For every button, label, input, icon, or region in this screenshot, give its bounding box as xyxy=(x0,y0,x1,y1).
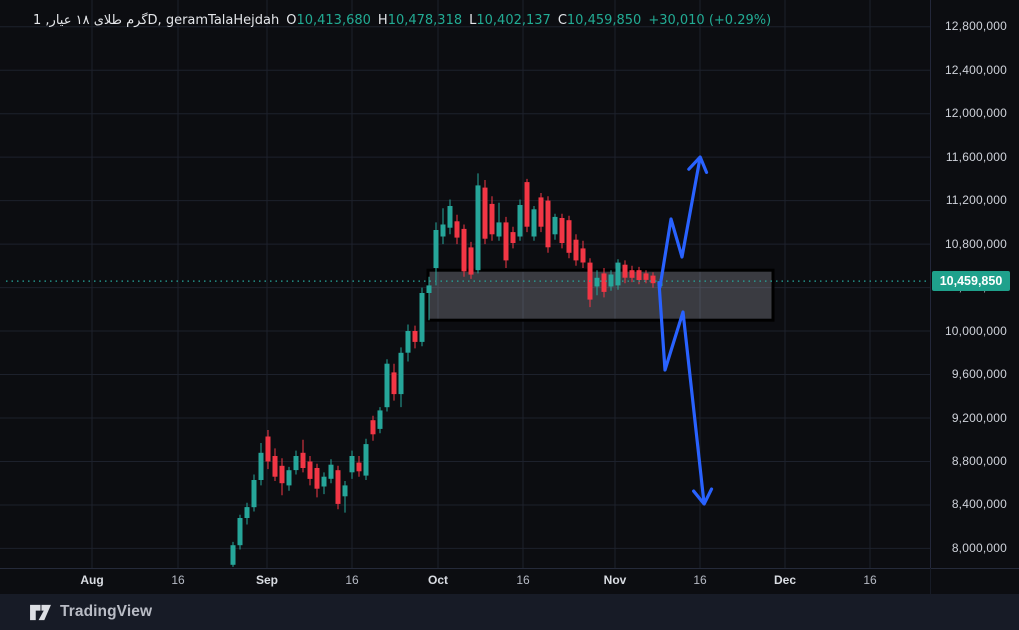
price-axis-label: 9,600,000 xyxy=(951,367,1007,382)
last-price-label: 10,459,850 xyxy=(932,271,1010,292)
axis-corner xyxy=(931,568,1019,594)
change-value: +30,010 (+0.29%) xyxy=(648,13,772,28)
close-value: C10,459,850 xyxy=(557,13,642,28)
open-value: O10,413,680 xyxy=(286,13,371,28)
price-axis-label: 8,800,000 xyxy=(951,453,1007,468)
time-axis-label: 16 xyxy=(345,573,359,587)
time-axis-label: 16 xyxy=(863,573,877,587)
symbol-legend[interactable]: گرم طلای ۱۸ عیار, 1D, geramTalaHejdah O1… xyxy=(33,13,771,28)
tradingview-wordmark: TradingView xyxy=(60,603,153,620)
price-axis-label: 12,000,000 xyxy=(944,106,1007,121)
candlestick-plot[interactable]: گرم طلای ۱۸ عیار, 1D, geramTalaHejdah O1… xyxy=(0,0,931,568)
symbol-title[interactable]: گرم طلای ۱۸ عیار, 1D, geramTalaHejdah xyxy=(33,13,280,28)
time-axis-label: Dec xyxy=(773,573,797,587)
time-axis[interactable]: Aug 16 Sep 16 Oct 16 Nov 16 Dec 16 xyxy=(0,568,930,594)
price-axis-label: 10,800,000 xyxy=(944,236,1007,251)
high-value: H10,478,318 xyxy=(377,13,463,28)
tradingview-icon xyxy=(30,604,51,620)
time-axis-label: 16 xyxy=(516,573,530,587)
time-axis-label: Aug xyxy=(80,573,104,587)
price-axis-label: 9,200,000 xyxy=(951,410,1007,425)
price-axis-label: 12,800,000 xyxy=(944,19,1007,34)
low-value: L10,402,137 xyxy=(469,13,551,28)
price-axis-label: 11,200,000 xyxy=(945,193,1007,208)
price-axis-label: 8,400,000 xyxy=(951,497,1007,512)
price-axis-label: 10,000,000 xyxy=(944,323,1007,338)
price-axis[interactable]: 10,459,850 12,800,000 12,400,000 12,000,00… xyxy=(931,0,1019,568)
time-axis-label: Oct xyxy=(427,573,449,587)
time-axis-label: Nov xyxy=(603,573,627,587)
price-axis-label: 11,600,000 xyxy=(945,149,1007,164)
price-axis-label: 8,000,000 xyxy=(951,540,1007,555)
time-axis-label: Sep xyxy=(255,573,279,587)
time-axis-label: 16 xyxy=(693,573,707,587)
footer-bar: TradingView xyxy=(0,594,1019,630)
price-axis-label: 12,400,000 xyxy=(944,62,1007,77)
time-axis-label: 16 xyxy=(171,573,185,587)
plot-canvas[interactable] xyxy=(0,0,930,568)
tradingview-logo-link[interactable]: TradingView xyxy=(29,603,152,622)
